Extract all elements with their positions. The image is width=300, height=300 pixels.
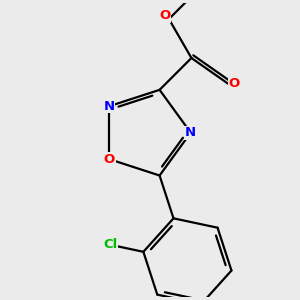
Text: Cl: Cl <box>103 238 118 251</box>
Text: O: O <box>103 153 115 166</box>
Text: O: O <box>229 77 240 90</box>
Text: O: O <box>159 9 170 22</box>
Text: N: N <box>185 126 196 139</box>
Text: N: N <box>104 100 115 113</box>
